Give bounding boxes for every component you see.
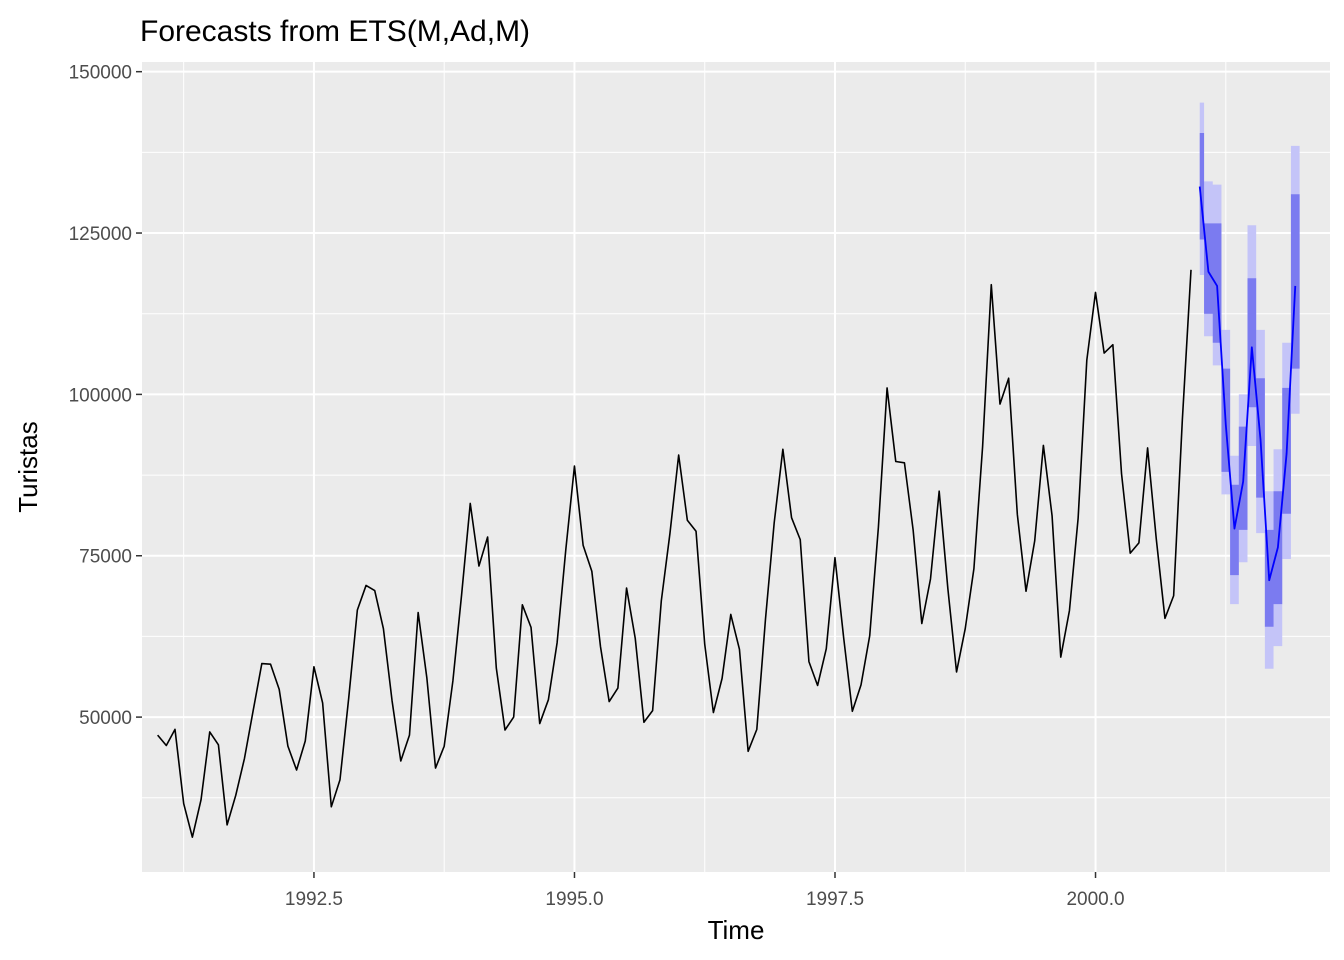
- y-tick-label: 125000: [69, 224, 132, 245]
- axis-tick-labels: 1992.5 1995.0 1997.5 2000.0 50000 75000 100000…: [69, 63, 1125, 910]
- major-gridlines: [142, 62, 1330, 872]
- x-tick-label: 1995.0: [545, 889, 603, 910]
- forecast-mean-line: [1198, 186, 1297, 582]
- chart-title: Forecasts from ETS(M,Ad,M): [140, 15, 530, 48]
- y-tick-label: 100000: [69, 385, 132, 406]
- x-axis-title: Time: [708, 915, 765, 945]
- y-axis-title: Turistas: [13, 421, 43, 513]
- x-tick-label: 2000.0: [1066, 889, 1124, 910]
- axis-ticks: [136, 70, 1097, 878]
- series-lines: [157, 186, 1297, 838]
- y-tick-label: 75000: [79, 547, 132, 568]
- x-tick-label: 1992.5: [285, 889, 343, 910]
- y-tick-label: 150000: [69, 63, 132, 84]
- plot-panel: [142, 62, 1330, 872]
- history-line: [157, 269, 1192, 838]
- x-tick-label: 1997.5: [806, 889, 864, 910]
- y-tick-label: 50000: [79, 708, 132, 729]
